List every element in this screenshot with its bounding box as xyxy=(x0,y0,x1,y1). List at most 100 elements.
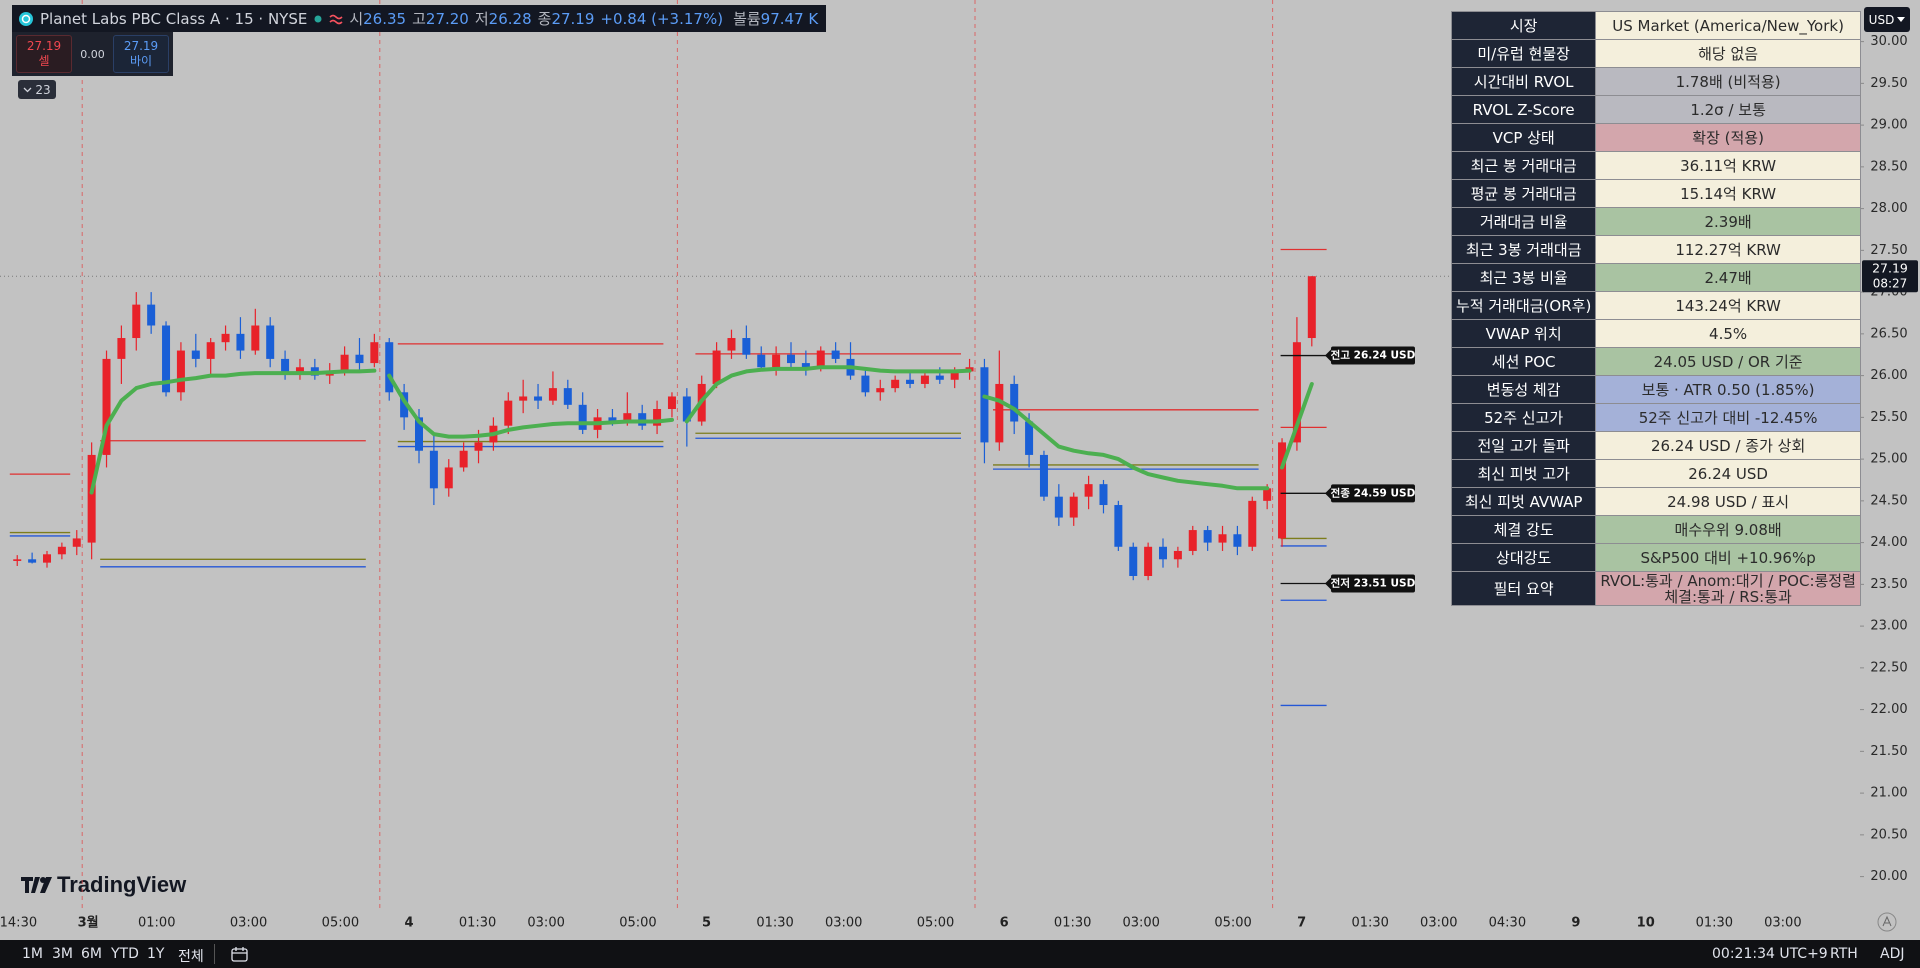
row-value: 112.27억 KRW xyxy=(1595,235,1861,264)
row-label: 변동성 체감 xyxy=(1450,375,1597,404)
ohlc-label: 고 xyxy=(412,10,426,28)
candle-body xyxy=(519,396,528,401)
candle-body xyxy=(28,559,37,563)
y-tick-label: 22.00 xyxy=(1870,702,1907,717)
row-value: 해당 없음 xyxy=(1595,39,1861,68)
ohlc-label: 시 xyxy=(349,10,364,28)
range-button[interactable]: 6M xyxy=(81,946,102,962)
x-tick-label: 6 xyxy=(1000,916,1009,931)
candle-body xyxy=(816,350,825,368)
row-label: 최신 피벗 고가 xyxy=(1450,459,1597,488)
table-row: VCP 상태 확장 (적용) xyxy=(1450,123,1861,152)
current-price-box xyxy=(1862,260,1918,293)
x-tick-label: 03:00 xyxy=(527,916,564,931)
row-label: 상대강도 xyxy=(1450,543,1597,572)
adjustment-toggle[interactable]: ADJ xyxy=(1880,946,1905,962)
symbol-name[interactable]: Planet Labs PBC Class A · 15 · NYSE xyxy=(40,9,308,28)
candle-body xyxy=(162,325,171,393)
candle-body xyxy=(712,350,721,384)
range-button[interactable]: 전체 xyxy=(178,949,204,965)
candle-body xyxy=(1218,534,1227,543)
candle-body xyxy=(295,367,304,372)
x-tick-label: 01:30 xyxy=(1054,916,1091,931)
range-button[interactable]: 1Y xyxy=(147,946,165,962)
currency-label: USD xyxy=(1868,12,1895,27)
marked-level-pointer xyxy=(1325,577,1331,590)
session-separators xyxy=(81,0,1274,912)
x-tick-label: 01:30 xyxy=(459,916,496,931)
price-axis-bg xyxy=(1860,0,1920,940)
y-tick-label: 25.50 xyxy=(1870,410,1907,425)
row-label: 누적 거래대금(OR후) xyxy=(1450,291,1597,320)
x-tick-label: 9 xyxy=(1571,916,1580,931)
row-value: 1.2σ / 보통 xyxy=(1595,95,1861,124)
row-value: 26.24 USD xyxy=(1595,459,1861,488)
row-value-line: RVOL:통과 / Anom:대기 / POC:롱정렬 xyxy=(1600,571,1856,590)
y-tick-label: 29.50 xyxy=(1870,76,1907,91)
indicators-toggle[interactable]: 23 xyxy=(18,80,56,99)
x-tick-label: 04:30 xyxy=(1489,916,1526,931)
auto-scale-button[interactable] xyxy=(1877,912,1897,932)
spread: 0.00 xyxy=(80,47,105,61)
candle-body xyxy=(1159,546,1167,560)
session-toggle[interactable]: RTH xyxy=(1830,946,1858,962)
candle-body xyxy=(13,559,22,561)
table-row: 최신 피벗 고가 26.24 USD xyxy=(1450,459,1861,488)
row-value: 2.39배 xyxy=(1595,207,1861,236)
candle-body xyxy=(1039,454,1048,497)
candle-body xyxy=(236,333,245,351)
sell-button[interactable]: 27.19 셀 xyxy=(16,35,72,73)
date-range-icon[interactable] xyxy=(231,946,249,962)
candle-body xyxy=(906,379,915,384)
ohlc-label: 종 xyxy=(537,10,552,28)
candle-body xyxy=(221,333,230,343)
vwap-line xyxy=(387,373,674,439)
marked-level-pointer xyxy=(1325,349,1331,362)
bar-countdown: 08:27 xyxy=(1873,277,1908,291)
candle-body xyxy=(57,546,66,555)
candle-body xyxy=(281,358,290,372)
x-tick-label: 05:00 xyxy=(619,916,656,931)
candle-body xyxy=(1114,505,1123,547)
candle-body xyxy=(787,354,795,364)
sell-label: 셀 xyxy=(38,54,50,68)
candle-body xyxy=(861,375,870,393)
watermark-text: TradingView xyxy=(57,872,187,897)
currency-button[interactable]: USD xyxy=(1864,7,1910,32)
sell-price: 27.19 xyxy=(26,39,62,53)
row-label: 최신 피벗 AVWAP xyxy=(1450,487,1597,516)
candle-body xyxy=(548,388,557,401)
bottom-toolbar: 00:21:34 UTC+9 RTH ADJ 1M 3M 6M YTD 1Y 전체 xyxy=(0,940,1920,968)
x-tick-label: 03:00 xyxy=(1764,916,1801,931)
buy-button[interactable]: 27.19 바이 xyxy=(113,35,169,73)
table-row: 시간대비 RVOL 1.78배 (비적용) xyxy=(1450,67,1861,96)
x-tick-label: 03:00 xyxy=(825,916,862,931)
range-button[interactable]: 1M xyxy=(22,946,43,962)
candle-body xyxy=(1084,484,1093,497)
ohlc-value: 27.19 xyxy=(551,10,595,28)
candle-body xyxy=(444,467,453,489)
x-tick-label: 05:00 xyxy=(917,916,954,931)
x-tick-label: 05:00 xyxy=(322,916,359,931)
candle-body xyxy=(415,417,423,451)
range-button[interactable]: 3M xyxy=(52,946,73,962)
table-row: 필터 요약 RVOL:통과 / Anom:대기 / POC:롱정렬 체결:통과 / … xyxy=(1450,571,1861,606)
row-label: 체결 강도 xyxy=(1450,515,1597,544)
buy-label: 바이 xyxy=(129,54,153,68)
clock[interactable]: 00:21:34 UTC+9 xyxy=(1712,946,1828,962)
candle-body xyxy=(1173,550,1182,560)
ohlc-values: 시26.35 고27.20 저26.28 종27.19 xyxy=(349,8,594,29)
row-value: 4.5% xyxy=(1595,319,1861,348)
range-button[interactable]: YTD xyxy=(111,946,139,962)
row-value: 보통 · ATR 0.50 (1.85%) xyxy=(1595,375,1861,404)
x-tick-label: 4 xyxy=(404,916,413,931)
candle-body xyxy=(682,396,691,422)
candle-body xyxy=(176,350,185,393)
row-value: 143.24억 KRW xyxy=(1595,291,1861,320)
table-row: 최근 3봉 비율 2.47배 xyxy=(1450,263,1861,292)
table-row: 변동성 체감 보통 · ATR 0.50 (1.85%) xyxy=(1450,375,1861,404)
table-row: 세션 POC 24.05 USD / OR 기준 xyxy=(1450,347,1861,376)
row-label: RVOL Z-Score xyxy=(1450,95,1597,124)
vwap-line xyxy=(89,368,377,495)
